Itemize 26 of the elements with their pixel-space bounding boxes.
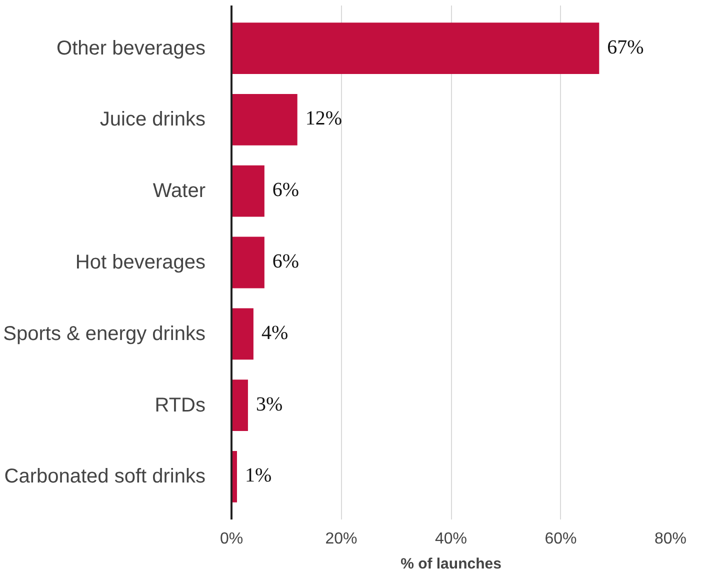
y-tick-label: Sports & energy drinks [3, 322, 206, 345]
data-label: 67% [607, 36, 644, 58]
y-tick-label: RTDs [154, 394, 206, 416]
x-tick-label: 80% [654, 530, 687, 548]
bar [232, 94, 298, 146]
data-label: 12% [305, 108, 342, 130]
x-tick-label: 0% [220, 530, 244, 548]
bar [232, 380, 248, 431]
data-label: 6% [272, 179, 300, 202]
data-label: 1% [244, 464, 272, 487]
x-axis-title: % of launches [400, 556, 502, 572]
y-tick-label: Other beverages [56, 37, 206, 60]
x-tick-label: 40% [434, 530, 468, 548]
x-tick-label: 20% [325, 530, 358, 548]
bar [232, 165, 264, 217]
bar [232, 308, 254, 360]
y-tick-label: Juice drinks [100, 108, 206, 131]
data-label: 3% [256, 393, 283, 416]
data-label: 6% [272, 250, 300, 272]
y-tick-label: Hot beverages [75, 252, 206, 274]
y-tick-label: Carbonated soft drinks [4, 466, 206, 488]
x-tick-label: 60% [544, 530, 577, 548]
bar [232, 22, 600, 74]
y-tick-label: Water [152, 180, 206, 202]
bar [232, 236, 264, 288]
data-label: 4% [261, 322, 288, 344]
